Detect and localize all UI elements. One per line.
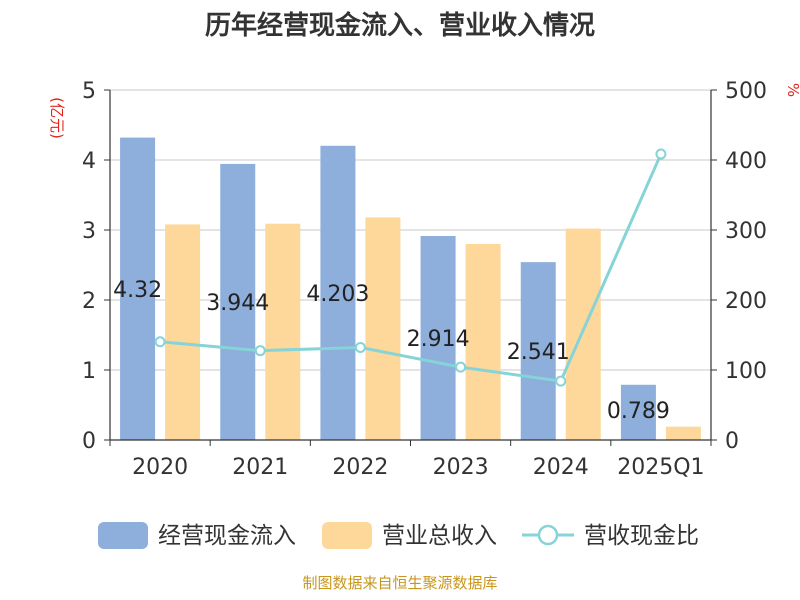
ratio-line-path <box>159 153 663 383</box>
data-label: 3.944 <box>206 291 269 316</box>
bars <box>120 137 701 441</box>
legend-swatch-ratio-marker <box>537 524 559 546</box>
left-tick-label: 3 <box>82 219 96 244</box>
data-label: 4.32 <box>113 278 162 303</box>
ratio-point <box>154 336 166 348</box>
bar-cash-inflow <box>220 163 256 441</box>
ratio-line <box>154 148 667 387</box>
right-axis-unit: % <box>784 83 800 97</box>
right-tick-label: 500 <box>725 79 767 104</box>
right-tick-label: 100 <box>725 359 767 384</box>
bar-total-revenue <box>465 244 501 440</box>
x-tick-label: 2023 <box>433 455 489 480</box>
data-label: 2.541 <box>507 340 570 365</box>
left-tick-label: 1 <box>82 359 96 384</box>
x-tick-label: 2025Q1 <box>617 455 704 480</box>
right-tick-label: 300 <box>725 219 767 244</box>
right-tick-label: 0 <box>725 429 739 454</box>
legend-label-total-revenue: 营业总收入 <box>382 523 497 549</box>
grid <box>110 89 711 441</box>
left-tick-label: 4 <box>82 149 96 174</box>
right-tick-label: 200 <box>725 289 767 314</box>
data-label: 0.789 <box>607 399 670 424</box>
bar-total-revenue <box>565 228 601 440</box>
legend-label-ratio: 营收现金比 <box>584 523 699 549</box>
data-label: 2.914 <box>407 327 470 352</box>
ratio-point <box>455 361 467 373</box>
legend-label-cash-inflow: 经营现金流入 <box>158 523 296 549</box>
bar-cash-inflow <box>520 262 556 440</box>
chart-title: 历年经营现金流入、营业收入情况 <box>205 10 595 41</box>
left-tick-label: 5 <box>82 79 96 104</box>
ratio-point <box>354 341 366 353</box>
x-tick-label: 2020 <box>132 455 188 480</box>
bar-cash-inflow <box>620 384 656 440</box>
bar-cash-inflow <box>420 236 456 440</box>
legend-swatch-cash-inflow <box>98 522 148 549</box>
x-tick-label: 2021 <box>232 455 288 480</box>
legend: 经营现金流入 营业总收入 营收现金比 <box>98 522 699 549</box>
x-tick-label: 2022 <box>332 455 388 480</box>
ratio-point <box>555 375 567 387</box>
bar-cash-inflow <box>120 137 156 440</box>
bar-total-revenue <box>165 224 201 440</box>
axes: 0 1 2 3 4 5 0 100 200 300 400 500 2020 2021 2022 2023 20… <box>82 79 767 480</box>
right-tick-label: 400 <box>725 149 767 174</box>
data-labels: 4.32 3.944 4.203 2.914 2.541 0.789 <box>113 278 670 424</box>
bar-total-revenue <box>265 223 301 440</box>
left-tick-label: 0 <box>82 429 96 454</box>
left-axis-unit: (亿元) <box>48 97 66 139</box>
ratio-point <box>254 345 266 357</box>
bar-cash-inflow <box>320 145 356 441</box>
ratio-point <box>655 148 667 160</box>
x-tick-label: 2024 <box>533 455 589 480</box>
data-label: 4.203 <box>306 282 369 307</box>
source-note: 制图数据来自恒生聚源数据库 <box>302 574 497 592</box>
bar-total-revenue <box>665 426 701 440</box>
legend-swatch-total-revenue <box>322 522 372 549</box>
bar-total-revenue <box>365 217 401 440</box>
left-tick-label: 2 <box>82 289 96 314</box>
